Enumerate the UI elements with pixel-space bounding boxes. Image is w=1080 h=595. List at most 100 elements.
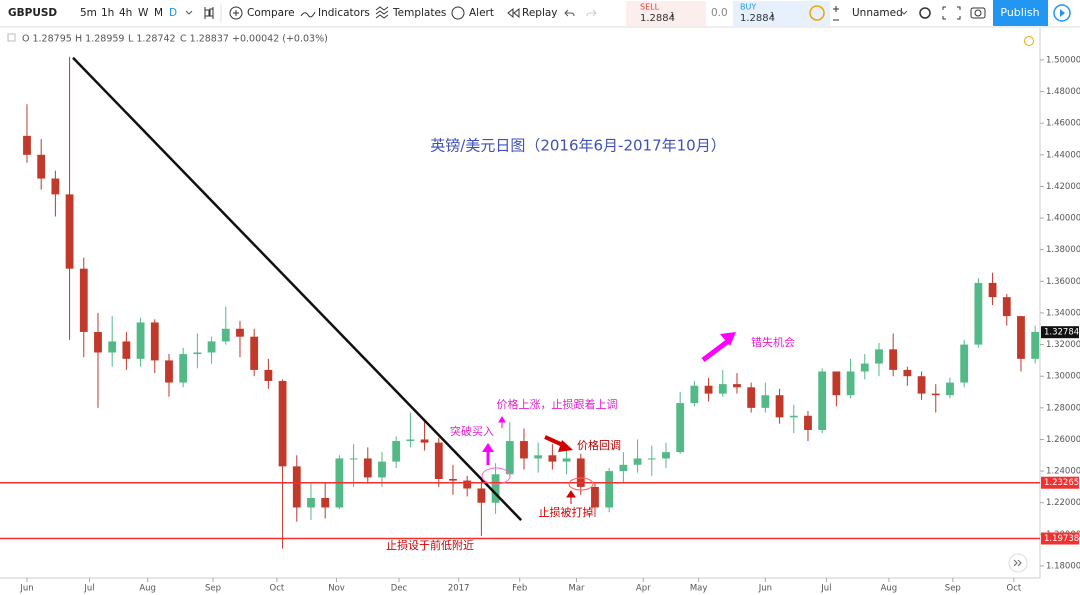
arrow-head xyxy=(482,443,494,452)
candle-body xyxy=(988,282,997,298)
undo-icon[interactable] xyxy=(564,9,575,17)
candle-body xyxy=(193,352,202,355)
y-tick-label: 1.34000 xyxy=(1046,308,1080,318)
alert-icon[interactable] xyxy=(451,6,465,20)
zoom-icon[interactable] xyxy=(833,6,839,21)
buy-box[interactable] xyxy=(733,1,830,26)
candle-body xyxy=(94,331,102,353)
candle-body xyxy=(647,458,656,460)
candle-body xyxy=(65,194,74,269)
layout-name[interactable]: Unnamed xyxy=(852,7,903,19)
x-tick-label: Jun xyxy=(19,584,33,594)
interval[interactable]: M xyxy=(154,7,163,19)
scroll-button[interactable] xyxy=(1008,553,1028,573)
legend-toggle[interactable] xyxy=(7,33,16,42)
sell-label: SELL xyxy=(640,3,660,12)
candle-body xyxy=(775,395,784,418)
scroll-icon xyxy=(1013,559,1022,567)
candle-body xyxy=(562,458,571,462)
candle-body xyxy=(150,322,159,361)
sell-box[interactable] xyxy=(626,1,706,26)
x-tick-label: Apr xyxy=(636,584,651,594)
candle-body xyxy=(221,328,230,342)
candle-body xyxy=(406,439,415,442)
candle-body xyxy=(392,441,401,462)
warning-icon[interactable] xyxy=(1024,36,1034,46)
y-tick-label: 1.48000 xyxy=(1046,87,1080,97)
candle-body xyxy=(889,349,898,370)
candle-body xyxy=(250,336,259,370)
dropdown-icon[interactable] xyxy=(900,10,908,15)
x-tick-label: Oct xyxy=(270,584,285,594)
arrow xyxy=(701,340,729,362)
candle-body xyxy=(548,455,557,462)
interval[interactable]: W xyxy=(138,7,149,19)
templates-button[interactable]: Templates xyxy=(392,7,446,19)
symbol[interactable]: GBPUSD xyxy=(8,7,57,19)
fullscreen-icon[interactable] xyxy=(942,6,961,20)
interval[interactable]: 1h xyxy=(101,7,114,19)
legend-change: +0.00042 (+0.03%) xyxy=(232,34,328,45)
candle-body xyxy=(662,452,670,459)
settings-icon[interactable] xyxy=(919,7,931,19)
candle-body xyxy=(1017,316,1025,359)
chart-type-icon[interactable] xyxy=(204,7,214,19)
replay-icon[interactable] xyxy=(507,7,520,19)
candle-body xyxy=(591,486,599,508)
alert-button[interactable]: Alert xyxy=(469,7,494,19)
candle-body xyxy=(534,455,543,459)
candle-body xyxy=(108,341,117,353)
snapshot-icon[interactable] xyxy=(970,7,986,19)
spread: 0.0 xyxy=(711,7,728,19)
compare-button[interactable]: Compare xyxy=(247,7,295,19)
candle-body xyxy=(846,371,855,396)
play-icon[interactable] xyxy=(1053,4,1071,22)
indicators-icon[interactable] xyxy=(300,11,316,18)
y-tick-label: 1.38000 xyxy=(1046,245,1080,255)
candle-body xyxy=(434,442,443,480)
candle-body xyxy=(449,479,457,481)
indicators-button[interactable]: Indicators xyxy=(318,7,370,19)
templates-icon[interactable] xyxy=(375,6,389,19)
publish-button[interactable] xyxy=(993,0,1048,26)
candle-body xyxy=(491,474,500,503)
info-icon[interactable] xyxy=(809,5,825,21)
candle-body xyxy=(363,458,372,478)
candle-body xyxy=(520,441,528,459)
compare-icon[interactable] xyxy=(229,6,243,20)
candle-body xyxy=(1031,331,1040,359)
x-tick-label: Jun xyxy=(758,584,772,594)
y-tick-label: 1.44000 xyxy=(1046,150,1080,160)
legend-high: H 1.28959 xyxy=(75,34,124,45)
candle-body xyxy=(179,354,188,383)
redo-icon[interactable] xyxy=(586,9,597,17)
last-price: 1.32784 xyxy=(1044,328,1079,338)
x-tick-label: Jul xyxy=(820,584,831,594)
play-icon xyxy=(1060,9,1065,17)
candle-body xyxy=(605,471,614,508)
annotation: 错失机会 xyxy=(751,335,795,349)
candle-body xyxy=(136,322,145,359)
candle-body xyxy=(463,480,472,489)
y-tick-label: 1.24000 xyxy=(1046,467,1080,477)
replay-button[interactable]: Replay xyxy=(522,7,558,19)
annotation: 止损设于前低附近 xyxy=(386,538,474,552)
candle-body xyxy=(477,488,486,503)
candle-body xyxy=(51,178,60,195)
interval[interactable]: 4h xyxy=(119,7,132,19)
x-tick-label: Jul xyxy=(83,584,94,594)
interval[interactable]: D xyxy=(169,7,177,19)
dropdown-icon[interactable] xyxy=(185,10,193,15)
x-tick-label: Dec xyxy=(391,584,408,594)
candle-body xyxy=(875,349,883,364)
x-tick-label: May xyxy=(690,584,708,594)
x-tick-label: Sep xyxy=(945,584,961,594)
y-tick-label: 1.28000 xyxy=(1046,403,1080,413)
candle-body xyxy=(1002,297,1011,317)
candle-body xyxy=(690,385,699,404)
candle-body xyxy=(278,380,287,467)
candle-body xyxy=(236,328,244,337)
interval[interactable]: 5m xyxy=(80,7,97,19)
x-tick-label: 2017 xyxy=(448,584,470,594)
